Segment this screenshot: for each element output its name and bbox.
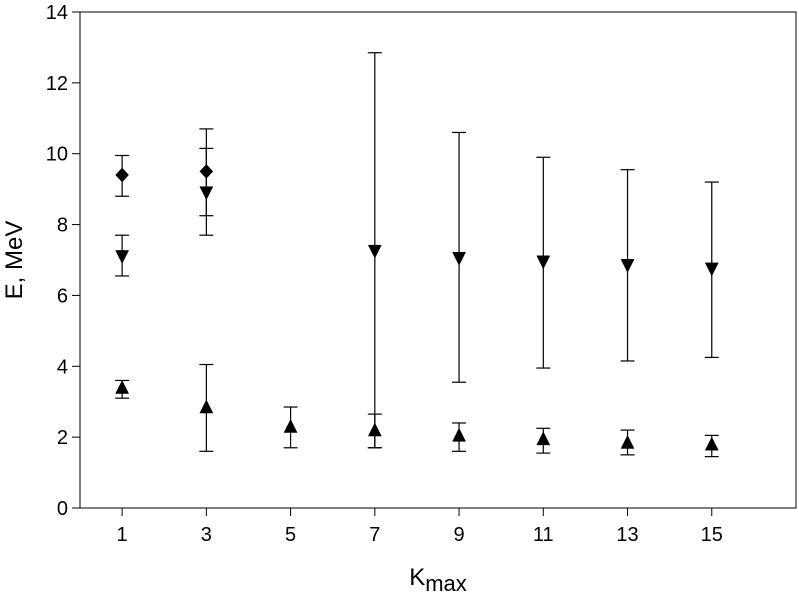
y-tick-label: 6 xyxy=(57,285,68,307)
x-axis-title-subscript: max xyxy=(425,571,467,596)
series-triangle-up xyxy=(115,363,719,458)
x-tick-label: 9 xyxy=(453,524,464,546)
x-tick-label: 15 xyxy=(701,524,723,546)
x-tick-label: 3 xyxy=(201,524,212,546)
data-point-triangle-up xyxy=(199,399,214,414)
data-point-triangle-up xyxy=(620,434,635,449)
y-tick-label: 0 xyxy=(57,498,68,520)
data-point-triangle-up xyxy=(367,422,382,437)
y-axis-title: E, MeV xyxy=(1,221,28,300)
data-point-triangle-up xyxy=(536,431,551,446)
data-point-triangle-up xyxy=(115,379,130,394)
data-point-triangle-up xyxy=(452,427,466,442)
series-diamond xyxy=(115,128,214,217)
data-point-diamond xyxy=(115,167,129,183)
y-tick-label: 10 xyxy=(46,144,68,166)
data-point-triangle-down xyxy=(620,259,635,273)
series-triangle-down xyxy=(115,52,719,449)
data-point-triangle-up xyxy=(704,436,719,451)
x-tick-label: 7 xyxy=(369,524,380,546)
y-tick-label: 12 xyxy=(46,73,68,95)
data-point-triangle-down xyxy=(536,255,551,270)
data-point-triangle-down xyxy=(452,251,466,266)
data-point-triangle-up xyxy=(283,418,298,433)
y-tick-label: 4 xyxy=(57,356,68,378)
x-tick-label: 11 xyxy=(533,524,554,546)
data-point-triangle-down xyxy=(367,244,382,259)
y-tick-label: 14 xyxy=(46,2,68,24)
x-tick-label: 5 xyxy=(285,524,296,546)
y-tick-label: 2 xyxy=(57,427,68,449)
x-axis: 1 3 5 7 9 11 13 15 xyxy=(117,508,723,546)
y-axis: 0 2 4 6 8 10 12 14 xyxy=(46,2,80,520)
x-tick-label: 13 xyxy=(616,524,638,546)
plot-frame xyxy=(79,11,797,509)
data-point-triangle-down xyxy=(115,250,130,265)
data-point-triangle-down xyxy=(704,262,719,277)
data-series xyxy=(115,52,719,458)
data-point-triangle-down xyxy=(199,186,214,201)
x-axis-title-main: K xyxy=(409,564,425,591)
x-axis-title: Kmax xyxy=(409,564,467,596)
y-tick-label: 8 xyxy=(57,215,68,237)
x-tick-label: 1 xyxy=(117,524,128,546)
